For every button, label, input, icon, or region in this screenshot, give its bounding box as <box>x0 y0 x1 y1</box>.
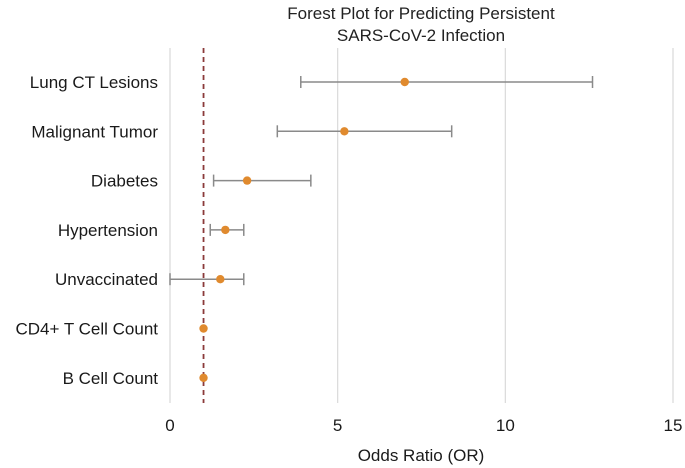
row-label-diabetes: Diabetes <box>91 172 158 191</box>
point-b-cell-count <box>199 373 208 382</box>
chart-title-line-2: SARS-CoV-2 Infection <box>337 26 505 45</box>
x-tick-label-5: 5 <box>333 416 342 435</box>
x-axis-title: Odds Ratio (OR) <box>358 446 485 465</box>
point-diabetes <box>242 176 252 185</box>
x-axis-ticks: 0 5 10 15 <box>165 416 682 435</box>
row-label-b-cell-count: B Cell Count <box>63 369 159 388</box>
row-label-hypertension: Hypertension <box>58 221 158 240</box>
row-label-unvaccinated: Unvaccinated <box>55 270 158 289</box>
gridlines <box>169 48 674 403</box>
confidence-intervals <box>169 76 594 286</box>
x-tick-label-0: 0 <box>165 416 174 435</box>
x-tick-label-15: 15 <box>664 416 683 435</box>
row-label-malignant-tumor: Malignant Tumor <box>31 122 158 141</box>
point-unvaccinated <box>216 275 225 284</box>
row-label-cd4-t-cell-count: CD4+ T Cell Count <box>15 320 158 339</box>
row-labels: Lung CT Lesions Malignant Tumor Diabetes Hy… <box>15 73 158 388</box>
odds-ratio-points <box>199 77 409 382</box>
x-tick-label-10: 10 <box>496 416 515 435</box>
point-cd4-t-cell-count <box>199 324 208 333</box>
row-label-lung-ct-lesions: Lung CT Lesions <box>30 73 158 92</box>
chart-title-line-1: Forest Plot for Predicting Persistent <box>287 4 555 23</box>
point-malignant-tumor <box>340 127 349 136</box>
point-lung-ct-lesions <box>400 77 409 87</box>
point-hypertension <box>221 225 230 235</box>
